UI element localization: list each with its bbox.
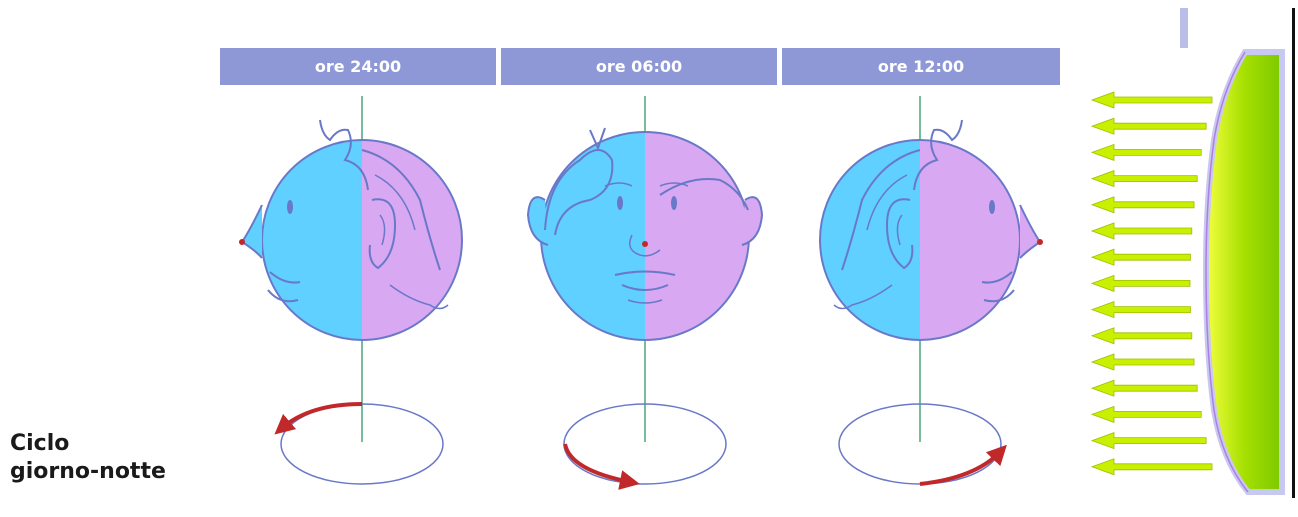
sun-ray-arrow xyxy=(1090,170,1198,188)
sun-ray-arrow xyxy=(1090,196,1195,214)
sun-ray-arrow xyxy=(1090,458,1213,476)
rotation-arrow-icon xyxy=(563,403,727,490)
sun-ray-arrow xyxy=(1090,353,1195,371)
sun-ray-arrow xyxy=(1090,405,1202,423)
head-front-icon xyxy=(526,96,764,442)
head-profile-right-icon xyxy=(819,96,1043,442)
sun-ray-arrow xyxy=(1090,91,1213,109)
sun-icon xyxy=(1202,49,1285,495)
sun-ray-arrow xyxy=(1090,432,1207,450)
header-midnight: ore 24:00 xyxy=(220,48,496,85)
header-morning: ore 06:00 xyxy=(501,48,777,85)
sun-rays-icon xyxy=(1090,91,1213,476)
sun-ray-arrow xyxy=(1090,222,1193,240)
right-edge-bar xyxy=(1292,8,1295,498)
header-noon-label: ore 12:00 xyxy=(877,57,965,76)
header-noon: ore 12:00 xyxy=(782,48,1060,85)
sun-ray-arrow xyxy=(1090,327,1193,345)
sun-ray-arrow xyxy=(1090,248,1191,266)
sun-ray-arrow xyxy=(1090,301,1191,319)
top-marker xyxy=(1180,8,1188,48)
header-midnight-label: ore 24:00 xyxy=(314,57,402,76)
rotation-arrow-icon xyxy=(274,402,444,485)
caption-line-2: giorno-notte xyxy=(10,459,166,484)
sun-ray-arrow xyxy=(1090,379,1198,397)
sun-ray-arrow xyxy=(1090,117,1207,135)
caption-line-1: Ciclo xyxy=(10,431,70,456)
diagram-caption: Ciclo giorno-notte xyxy=(10,430,166,486)
head-profile-left-icon xyxy=(239,96,463,442)
sun-ray-arrow xyxy=(1090,274,1191,292)
sun-ray-arrow xyxy=(1090,143,1202,161)
rotation-arrow-icon xyxy=(838,403,1007,486)
header-morning-label: ore 06:00 xyxy=(595,57,683,76)
